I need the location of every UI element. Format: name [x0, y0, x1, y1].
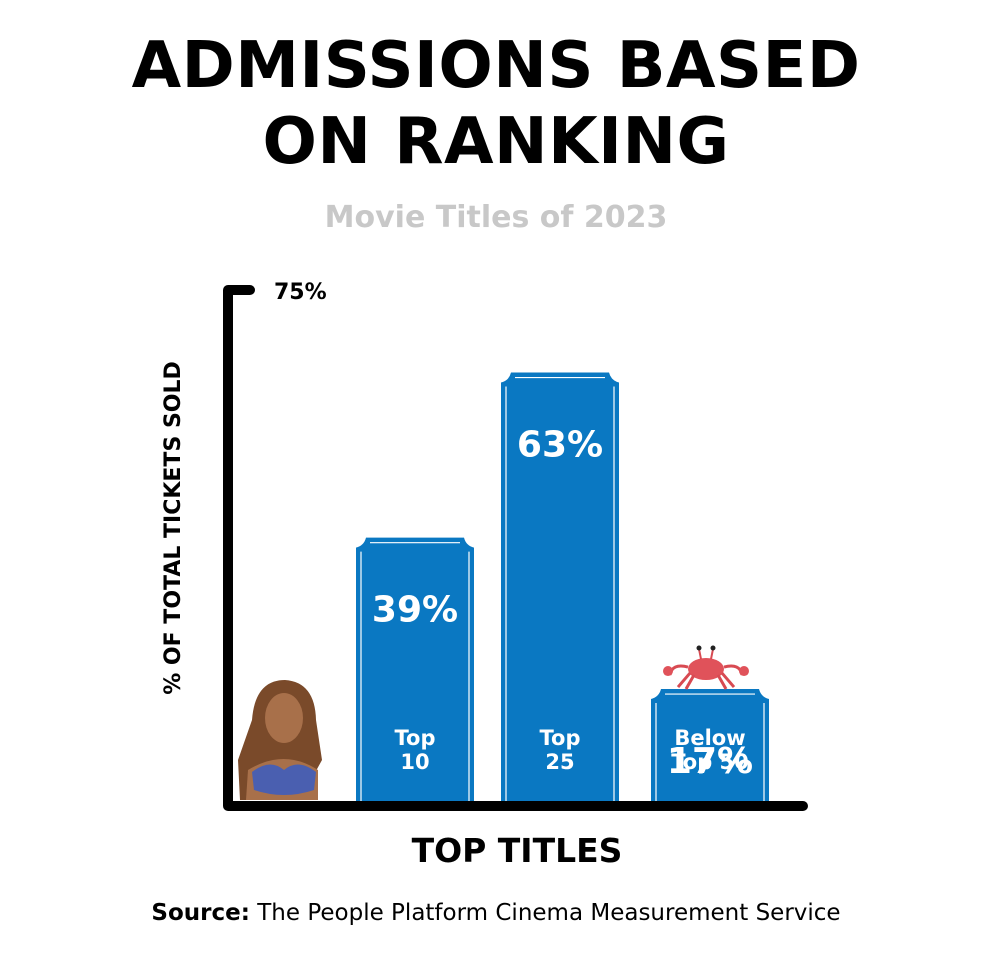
bar-category-label-3-line-2: Top 50	[671, 750, 749, 774]
source-label: Source:	[151, 900, 250, 926]
bar-value-label-2: 63%	[517, 425, 603, 466]
bar-category-label-1: Top 10	[395, 726, 436, 774]
chart-title: ADMISSIONS BASED ON RANKING	[0, 28, 992, 180]
bar-category-label-1-line-2: 10	[400, 750, 429, 774]
bar-category-label-2-line-1: Top	[540, 726, 581, 750]
bar-3	[651, 689, 769, 806]
bar-category-label-3-line-1: Below	[674, 726, 745, 750]
y-axis-label: % OF TOTAL TICKETS SOLD	[161, 361, 186, 695]
chart-title-line-1: ADMISSIONS BASED	[131, 29, 861, 103]
bar-category-label-3: Below Top 50	[671, 726, 749, 774]
bar-1	[356, 537, 474, 806]
axis-lines	[223, 285, 808, 811]
chart-subtitle: Movie Titles of 2023	[324, 200, 668, 235]
bar-category-label-2-line-2: 25	[545, 750, 574, 774]
mermaid-figure-icon	[238, 680, 322, 800]
bar-value-label-1: 39%	[372, 590, 458, 631]
bar-3-trim	[655, 693, 765, 806]
bar-value-label-3: 17%	[667, 741, 753, 782]
bar-category-label-2: Top 25	[540, 726, 581, 774]
source-text: The People Platform Cinema Measurement S…	[257, 900, 841, 926]
crab-icon	[663, 645, 749, 690]
bar-2	[501, 372, 619, 806]
chart-title-line-2: ON RANKING	[262, 105, 730, 179]
source-note: Source: The People Platform Cinema Measu…	[0, 900, 992, 926]
bar-category-label-1-line-1: Top	[395, 726, 436, 750]
bar-1-trim	[360, 542, 470, 806]
bar-2-trim	[505, 376, 615, 806]
x-axis-label: TOP TITLES	[412, 831, 623, 870]
y-tick-label-75: 75%	[274, 280, 327, 305]
